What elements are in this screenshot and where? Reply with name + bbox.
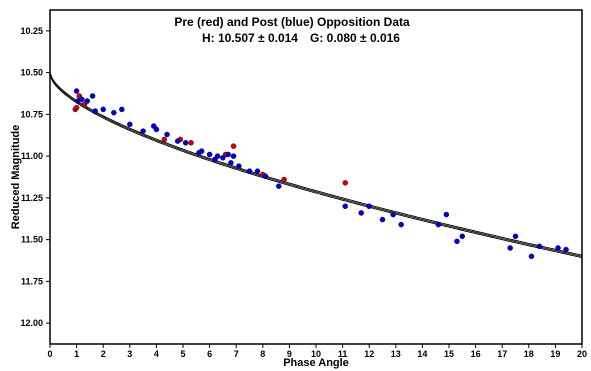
post-data-point xyxy=(512,233,519,240)
post-data-point xyxy=(127,121,133,128)
y-tick-label: 11.25 xyxy=(21,193,43,203)
x-tick-label: 7 xyxy=(234,349,239,359)
x-tick-label: 2 xyxy=(101,349,106,359)
post-data-point xyxy=(358,210,364,216)
fit-curve-edge xyxy=(49,72,583,256)
x-tick-label: 18 xyxy=(524,349,534,359)
post-data-point xyxy=(443,211,450,218)
post-data-point xyxy=(398,221,404,228)
pre-data-point xyxy=(73,104,80,111)
fit-curve-layer xyxy=(49,72,583,259)
post-data-point xyxy=(379,216,386,223)
post-data-point xyxy=(262,173,269,179)
x-tick-label: 6 xyxy=(207,349,212,359)
y-tick-label: 10.25 xyxy=(20,26,43,36)
post-data-point xyxy=(220,155,226,161)
post-data-point xyxy=(198,148,205,154)
post-data-point xyxy=(164,131,170,138)
y-tick-label: 11.50 xyxy=(21,235,43,245)
points-layer xyxy=(72,88,569,260)
post-data-point xyxy=(459,233,466,240)
x-tick-label: 19 xyxy=(550,349,560,359)
post-data-point xyxy=(140,128,146,134)
x-tick-label: 4 xyxy=(154,349,159,359)
post-data-point xyxy=(153,126,160,133)
x-tick-label: 13 xyxy=(391,349,401,359)
post-data-point xyxy=(536,243,543,250)
post-data-point xyxy=(89,93,96,99)
chart-subtitle-h: H: 10.507 ± 0.014 xyxy=(202,31,298,45)
pre-data-point xyxy=(342,180,349,186)
post-data-point xyxy=(366,203,372,209)
post-data-point xyxy=(555,245,561,251)
y-tick-label: 11.00 xyxy=(21,151,43,161)
pre-data-point xyxy=(188,140,194,146)
x-tick-label: 1 xyxy=(74,349,79,359)
post-data-point xyxy=(276,183,282,189)
post-data-point xyxy=(528,253,535,260)
post-data-point xyxy=(563,246,569,253)
post-data-point xyxy=(73,88,80,94)
pre-data-point xyxy=(230,143,237,149)
post-data-point xyxy=(100,106,106,113)
post-data-point xyxy=(119,106,125,113)
fit-curve-center xyxy=(49,73,583,257)
y-axis-title: Reduced Magnitude xyxy=(10,125,22,230)
x-tick-label: 20 xyxy=(577,349,587,359)
x-tick-label: 10 xyxy=(311,349,321,359)
pre-data-point xyxy=(161,136,168,143)
y-tick-label: 11.75 xyxy=(21,276,43,286)
x-tick-label: 17 xyxy=(497,349,507,359)
post-data-point xyxy=(246,168,253,174)
post-data-point xyxy=(182,140,189,146)
x-tick-label: 3 xyxy=(127,349,132,359)
post-data-point xyxy=(206,151,213,158)
post-data-point xyxy=(84,98,90,104)
post-data-point xyxy=(92,108,98,114)
post-data-point xyxy=(507,245,513,251)
x-tick-label: 16 xyxy=(471,349,481,359)
x-tick-label: 0 xyxy=(47,349,52,359)
fit-curve-edge xyxy=(49,74,583,259)
chart-title: Pre (red) and Post (blue) Opposition Dat… xyxy=(174,15,410,29)
x-tick-label: 11 xyxy=(338,349,348,359)
post-data-point xyxy=(342,203,349,209)
x-tick-label: 14 xyxy=(417,349,427,359)
x-tick-label: 12 xyxy=(364,349,374,359)
post-data-point xyxy=(111,109,117,116)
post-data-point xyxy=(435,221,442,228)
post-data-point xyxy=(214,153,221,159)
x-tick-label: 9 xyxy=(287,349,292,359)
post-data-point xyxy=(174,138,181,144)
post-data-point xyxy=(390,211,396,218)
post-data-point xyxy=(230,153,237,159)
post-data-point xyxy=(236,163,242,169)
y-tick-label: 10.75 xyxy=(20,109,43,119)
x-tick-label: 5 xyxy=(180,349,185,359)
x-tick-label: 15 xyxy=(444,349,454,359)
x-axis-title: Phase Angle xyxy=(283,357,349,369)
post-data-point xyxy=(454,238,460,245)
x-tick-label: 8 xyxy=(260,349,265,359)
post-data-point xyxy=(228,160,234,166)
post-data-point xyxy=(225,151,231,158)
y-tick-label: 12.00 xyxy=(20,318,43,328)
plot-frame xyxy=(49,9,583,345)
y-tick-label: 10.50 xyxy=(20,68,43,78)
chart-subtitle-g: G: 0.080 ± 0.016 xyxy=(310,31,400,45)
post-data-point xyxy=(254,168,261,174)
post-data-point xyxy=(79,96,85,103)
pre-data-point xyxy=(281,176,287,183)
